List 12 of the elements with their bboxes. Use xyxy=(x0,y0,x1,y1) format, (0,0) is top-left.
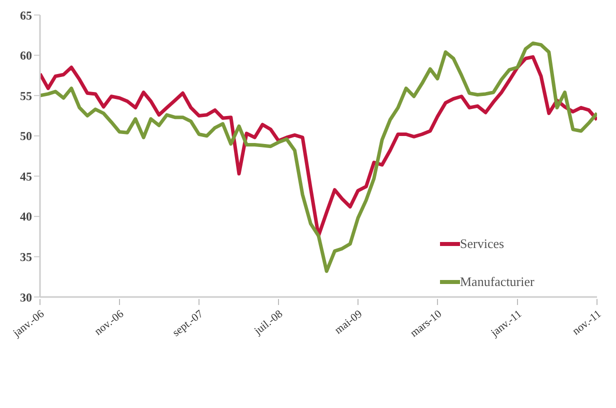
y-tick-label: 30 xyxy=(20,290,32,304)
line-series xyxy=(40,41,597,273)
y-tick-label: 50 xyxy=(20,129,32,144)
y-tick-label: 65 xyxy=(20,8,32,22)
legend-label: Services xyxy=(460,236,504,252)
y-tick-label: 40 xyxy=(20,210,32,224)
y-tick-label: 45 xyxy=(20,169,32,184)
line-series xyxy=(40,55,597,238)
legend-label: Manufacturier xyxy=(460,274,534,290)
y-tick-label: 35 xyxy=(20,250,32,264)
y-tick-label: 60 xyxy=(20,48,32,63)
y-tick-label: 55 xyxy=(20,88,32,103)
